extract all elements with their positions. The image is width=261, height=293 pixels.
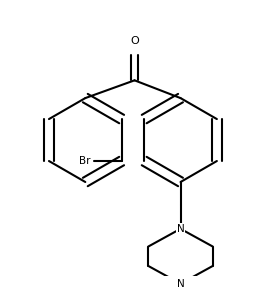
Text: N: N: [177, 224, 185, 234]
Text: Br: Br: [80, 156, 91, 166]
Text: O: O: [130, 36, 139, 46]
Text: N: N: [177, 279, 185, 289]
